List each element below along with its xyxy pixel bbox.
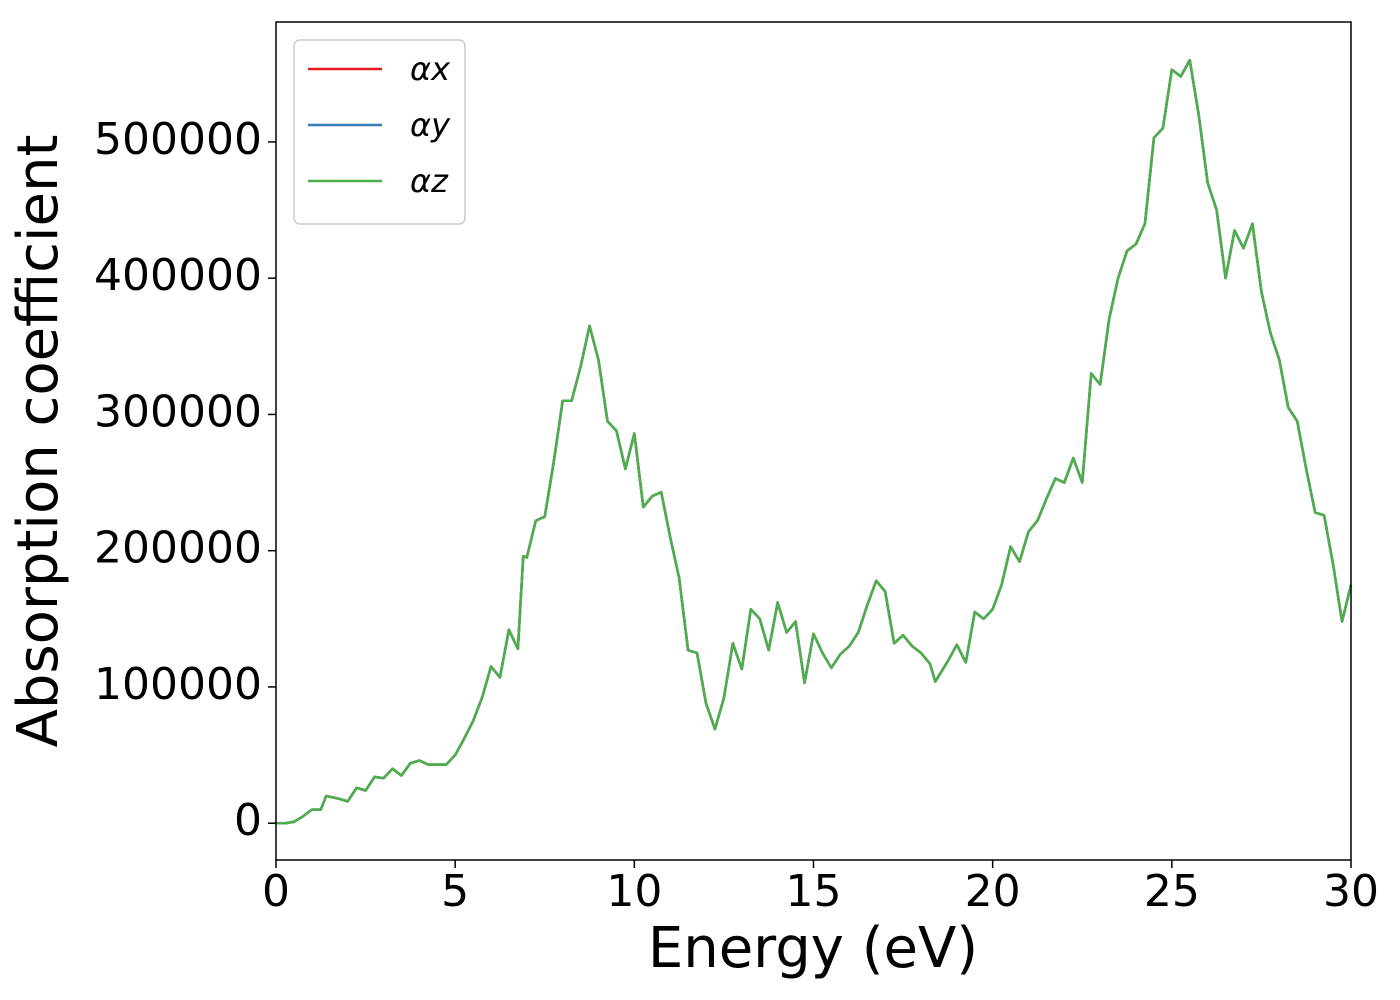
- legend-label: αy: [410, 106, 451, 144]
- x-tick-label: 30: [1323, 866, 1379, 917]
- x-tick-label: 0: [262, 866, 290, 917]
- legend-label: αx: [410, 50, 451, 88]
- x-tick-label: 20: [965, 866, 1021, 917]
- x-tick-label: 15: [786, 866, 842, 917]
- y-tick-label: 200000: [94, 523, 262, 574]
- plot-frame: [275, 21, 1352, 861]
- x-axis-label: Energy (eV): [648, 916, 978, 981]
- y-tick-label: 400000: [94, 250, 262, 301]
- y-tick-label: 100000: [94, 659, 262, 710]
- y-tick-label: 300000: [94, 386, 262, 437]
- y-tick-label: 0: [234, 795, 262, 846]
- legend-label: αz: [410, 162, 449, 200]
- y-tick-label: 500000: [94, 114, 262, 165]
- x-tick-label: 5: [441, 866, 469, 917]
- y-axis-label: Absorption coefficient: [6, 135, 71, 748]
- data-line: [276, 58, 1353, 825]
- x-tick-label: 10: [606, 866, 662, 917]
- legend-box: [293, 39, 466, 225]
- x-tick-label: 25: [1144, 866, 1200, 917]
